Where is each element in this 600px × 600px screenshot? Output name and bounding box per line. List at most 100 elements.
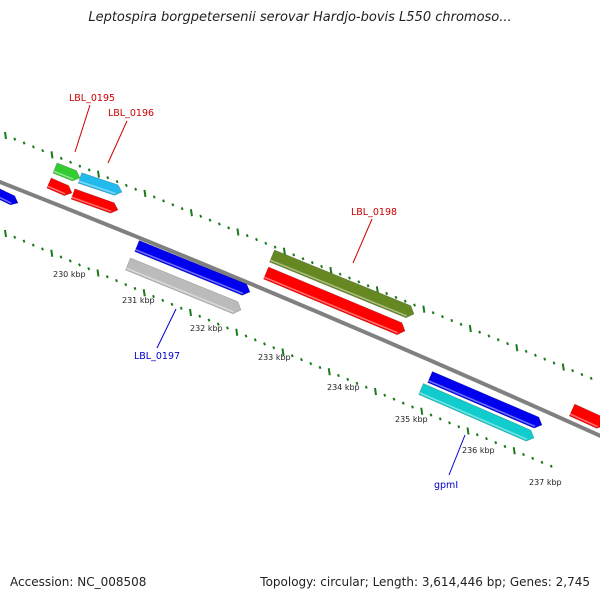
scale-label-232: 232 kbp <box>190 324 223 333</box>
gene-red-a-body[interactable] <box>46 177 73 196</box>
inner-tick-17 <box>161 298 165 303</box>
outer-tick-62 <box>580 372 584 377</box>
label-leaders <box>74 104 466 476</box>
accession-info: Accession: NC_008508 <box>10 575 146 589</box>
outer-tick-53 <box>496 338 500 342</box>
accession-value: NC_008508 <box>77 575 147 589</box>
gene-red-b-body[interactable] <box>70 188 119 214</box>
outer-tick-28 <box>264 241 268 245</box>
scale-label-233: 233 kbp <box>258 353 291 362</box>
gene-lbl-0196-body[interactable] <box>77 172 123 196</box>
gene-blue-right-body[interactable] <box>427 371 543 429</box>
feature-label-gpml[interactable]: gpmI <box>434 480 458 491</box>
outer-tick-36 <box>338 272 342 276</box>
inner-tick-54 <box>503 444 507 449</box>
gene-red-a[interactable] <box>46 177 73 196</box>
outer-tick-3 <box>31 145 35 149</box>
outer-tick-5 <box>50 151 54 159</box>
gene-lbl-0198[interactable] <box>269 249 415 319</box>
gene-lbl-0196[interactable] <box>77 172 123 196</box>
outer-tick-23 <box>217 222 221 226</box>
outer-tick-34 <box>320 264 324 269</box>
outer-tick-29 <box>273 245 277 249</box>
inner-tick-11 <box>105 275 109 279</box>
outer-tick-27 <box>255 237 258 242</box>
outer-tick-44 <box>413 303 416 307</box>
genome-backbone <box>0 179 600 438</box>
gene-lbl-0195[interactable] <box>52 162 81 182</box>
gene-lbl-0195-body[interactable] <box>52 162 81 182</box>
inner-tick-45 <box>420 407 424 415</box>
inner-tick-12 <box>115 279 118 283</box>
outer-tick-22 <box>208 218 212 222</box>
inner-tick-37 <box>346 377 350 382</box>
inner-tick-33 <box>309 361 313 366</box>
feature-label-lbl-0196[interactable]: LBL_0196 <box>108 108 154 119</box>
inner-tick-34 <box>318 365 322 370</box>
outer-tick-49 <box>459 322 463 326</box>
feature-labels: LBL_0195 LBL_0196 LBL_0198 LBL_0197 gpmI <box>69 93 458 491</box>
outer-tick-60 <box>561 363 565 371</box>
feature-label-lbl-0195[interactable]: LBL_0195 <box>69 93 115 104</box>
inner-tick-28 <box>263 342 266 346</box>
outer-tick-12 <box>115 179 119 184</box>
gene-blue-right[interactable] <box>427 371 543 429</box>
map-title: Leptospira borgpetersenii serovar Hardjo… <box>88 10 512 25</box>
gene-lbl-0198-body[interactable] <box>269 249 415 319</box>
gene-blue-mid-body[interactable] <box>134 240 251 296</box>
inner-tick-0 <box>4 229 7 238</box>
inner-tick-14 <box>133 286 137 291</box>
gene-blue-left[interactable] <box>0 187 19 206</box>
gene-blue-left-body[interactable] <box>0 187 19 206</box>
outer-tick-33 <box>310 260 314 265</box>
gene-red-c-body[interactable] <box>263 266 406 336</box>
gene-red-edge[interactable] <box>568 403 600 429</box>
inner-tick-43 <box>401 401 405 405</box>
outer-tick-10 <box>96 170 100 178</box>
outer-tick-58 <box>543 357 547 361</box>
feature-label-lbl-0197[interactable]: LBL_0197 <box>134 351 180 362</box>
outer-tick-9 <box>87 168 91 172</box>
gene-lbl-0196-highlight <box>78 180 116 195</box>
inner-tick-39 <box>364 385 368 389</box>
inner-tick-8 <box>78 263 81 267</box>
topology-value: circular <box>320 575 365 589</box>
outer-tick-4 <box>41 149 45 153</box>
outer-tick-57 <box>533 353 537 357</box>
outer-tick-25 <box>236 228 240 236</box>
inner-tick-31 <box>290 354 294 358</box>
scale-labels: 230 kbp 231 kbp 232 kbp 233 kbp 234 kbp … <box>53 270 562 487</box>
inner-tick-18 <box>170 302 174 306</box>
scale-label-234: 234 kbp <box>327 383 360 392</box>
gene-lbl-0197-body[interactable] <box>125 257 242 315</box>
gene-gpml-highlight <box>419 391 528 440</box>
feature-label-lbl-0198[interactable]: LBL_0198 <box>351 207 397 218</box>
gene-red-edge-body[interactable] <box>568 403 600 429</box>
inner-tick-2 <box>22 239 26 243</box>
gene-lbl-0197[interactable] <box>125 257 242 315</box>
inner-tick-1 <box>13 235 17 239</box>
outer-tick-13 <box>124 183 128 188</box>
outer-tick-47 <box>441 315 444 319</box>
gene-blue-mid-highlight <box>135 249 244 295</box>
gene-red-c[interactable] <box>263 266 406 336</box>
scale-label-231: 231 kbp <box>122 296 155 305</box>
inner-tick-15 <box>142 289 146 297</box>
outer-tick-61 <box>571 369 575 373</box>
outer-tick-7 <box>69 160 73 164</box>
outer-tick-37 <box>348 276 351 280</box>
inner-tick-49 <box>457 425 461 429</box>
outer-tick-8 <box>78 164 82 168</box>
gene-blue-mid[interactable] <box>134 240 251 296</box>
outer-tick-19 <box>180 206 184 211</box>
gene-gpml[interactable] <box>418 383 535 442</box>
gene-red-b[interactable] <box>70 188 119 214</box>
outer-tick-35 <box>329 266 333 275</box>
gene-red-edge-highlight <box>569 413 598 428</box>
inner-tick-20 <box>189 308 192 317</box>
gene-gpml-body[interactable] <box>418 383 535 442</box>
inner-tick-38 <box>355 381 359 385</box>
outer-tick-17 <box>162 199 165 203</box>
inner-tick-59 <box>549 464 553 468</box>
